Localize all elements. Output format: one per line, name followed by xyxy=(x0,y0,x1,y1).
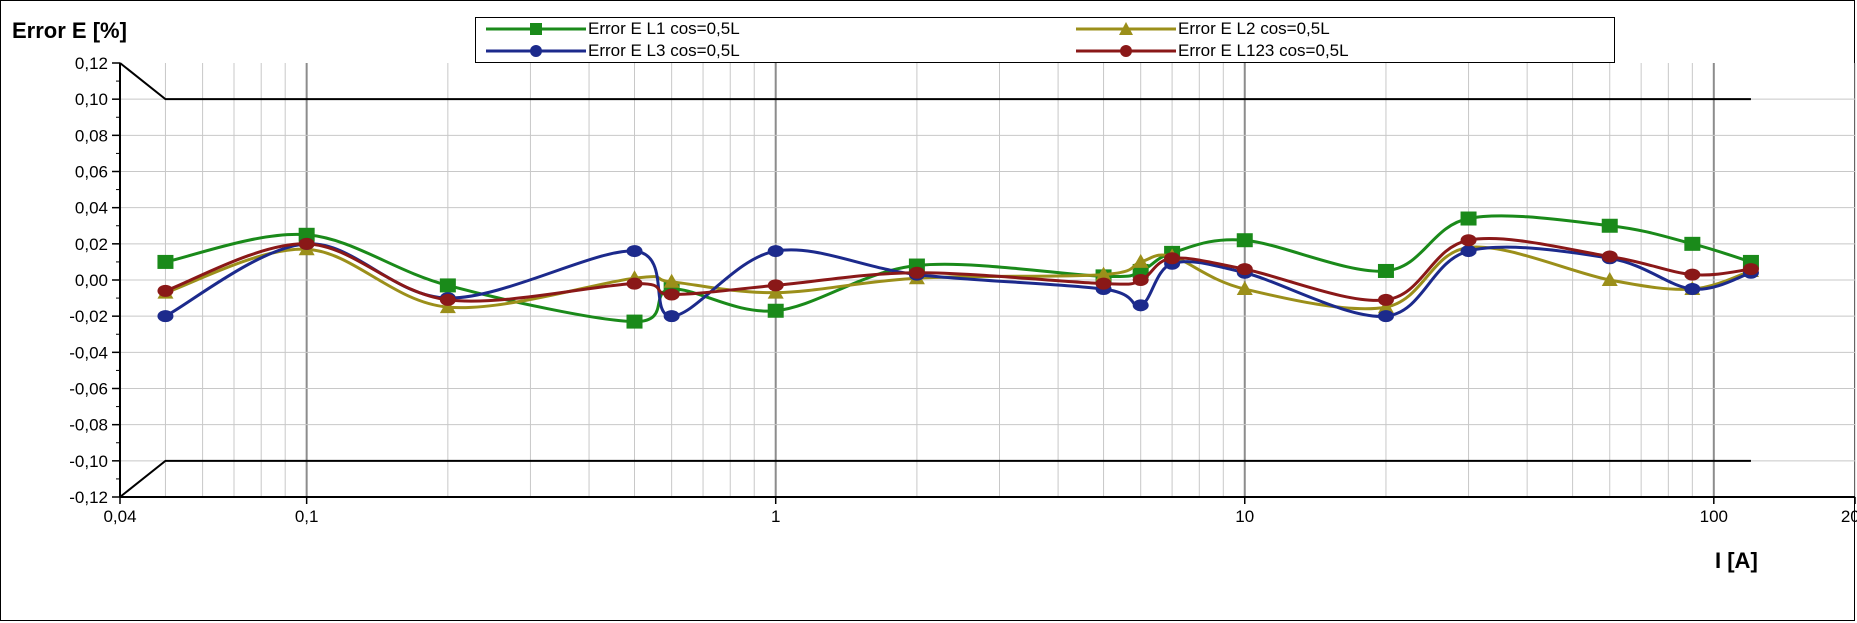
series-line-3 xyxy=(164,237,1752,303)
x-tick-label: 1 xyxy=(771,507,780,526)
legend-swatch-l123 xyxy=(1076,45,1176,57)
data-point-triangle xyxy=(1132,253,1149,268)
data-point-circle xyxy=(1601,250,1618,263)
data-point-circle xyxy=(1377,293,1394,306)
data-point-circle xyxy=(626,277,643,290)
data-point-triangle xyxy=(1095,266,1112,281)
data-point-triangle xyxy=(1377,299,1394,314)
data-point-circle xyxy=(157,310,174,323)
y-tick-label: -0,06 xyxy=(69,380,108,399)
series-line-2 xyxy=(164,242,1752,318)
legend-item-l3: Error E L3 cos=0,5L xyxy=(486,40,740,62)
legend-label-l2: Error E L2 cos=0,5L xyxy=(1178,19,1330,38)
data-point-circle xyxy=(1460,234,1477,247)
data-point-circle xyxy=(1095,277,1112,290)
x-tick-label: 0,1 xyxy=(295,507,319,526)
chart-legend: Error E L1 cos=0,5L Error E L2 cos=0,5L … xyxy=(475,17,1615,63)
data-point-circle xyxy=(439,293,456,306)
y-tick-label: -0,02 xyxy=(69,307,108,326)
data-point-circle xyxy=(767,245,784,258)
data-point-square xyxy=(1236,233,1253,248)
x-tick-label: 10 xyxy=(1235,507,1254,526)
y-tick-label: 0,04 xyxy=(75,199,108,218)
x-axis-title: I [A] xyxy=(1715,548,1758,573)
data-point-circle xyxy=(1684,268,1701,281)
data-point-square xyxy=(1377,263,1394,278)
y-tick-label: 0,06 xyxy=(75,163,108,182)
data-point-square xyxy=(157,254,174,269)
data-point-triangle xyxy=(1236,281,1253,296)
data-point-circle xyxy=(663,288,680,301)
data-point-circle xyxy=(1236,263,1253,276)
data-point-triangle xyxy=(439,299,456,314)
legend-label-l3: Error E L3 cos=0,5L xyxy=(588,41,740,60)
legend-item-l1: Error E L1 cos=0,5L xyxy=(486,18,740,40)
y-tick-label: 0,00 xyxy=(75,271,108,290)
data-point-triangle xyxy=(663,273,680,288)
legend-swatch-l1 xyxy=(486,23,586,35)
y-tick-label: -0,08 xyxy=(69,416,108,435)
data-point-circle xyxy=(298,237,315,250)
data-point-triangle xyxy=(1601,272,1618,286)
data-point-circle xyxy=(1132,299,1149,312)
legend-swatch-l2 xyxy=(1076,22,1176,35)
limit-line-lower xyxy=(119,459,1751,498)
data-point-circle xyxy=(1460,245,1477,258)
data-point-circle xyxy=(1132,274,1149,286)
series-line-0 xyxy=(165,214,1752,324)
data-point-circle xyxy=(663,310,680,323)
data-point-circle xyxy=(1684,283,1701,296)
legend-label-l123: Error E L123 cos=0,5L xyxy=(1178,41,1349,60)
data-point-square xyxy=(439,278,456,293)
y-axis-title: Error E [%] xyxy=(12,18,127,43)
y-tick-label: 0,10 xyxy=(75,90,108,109)
x-tick-label: 100 xyxy=(1700,507,1728,526)
y-tick-label: -0,04 xyxy=(69,343,108,362)
data-point-circle xyxy=(767,279,784,292)
legend-item-l123: Error E L123 cos=0,5L xyxy=(1076,40,1349,62)
data-point-circle xyxy=(1164,252,1181,265)
legend-label-l1: Error E L1 cos=0,5L xyxy=(588,19,740,38)
y-tick-label: 0,08 xyxy=(75,126,108,145)
data-point-square xyxy=(1601,218,1618,233)
data-point-square xyxy=(298,227,315,242)
data-point-circle xyxy=(1377,310,1394,323)
legend-swatch-l3 xyxy=(486,45,586,57)
data-point-square xyxy=(1460,211,1477,226)
limit-line-upper xyxy=(119,62,1751,101)
y-tick-label: -0,10 xyxy=(69,452,108,471)
data-point-circle xyxy=(1742,263,1759,276)
data-point-square xyxy=(767,303,784,318)
data-point-triangle xyxy=(767,284,784,299)
data-point-square xyxy=(626,314,643,329)
y-tick-label: -0,12 xyxy=(69,488,108,507)
data-point-circle xyxy=(157,284,174,297)
x-tick-label: 200 xyxy=(1841,507,1857,526)
x-tick-label: 0,04 xyxy=(103,507,136,526)
data-point-circle xyxy=(626,245,643,258)
y-tick-label: 0,02 xyxy=(75,235,108,254)
y-tick-label: 0,12 xyxy=(75,54,108,73)
legend-item-l2: Error E L2 cos=0,5L xyxy=(1076,18,1330,40)
data-point-square xyxy=(1684,236,1701,251)
data-point-circle xyxy=(908,266,925,279)
